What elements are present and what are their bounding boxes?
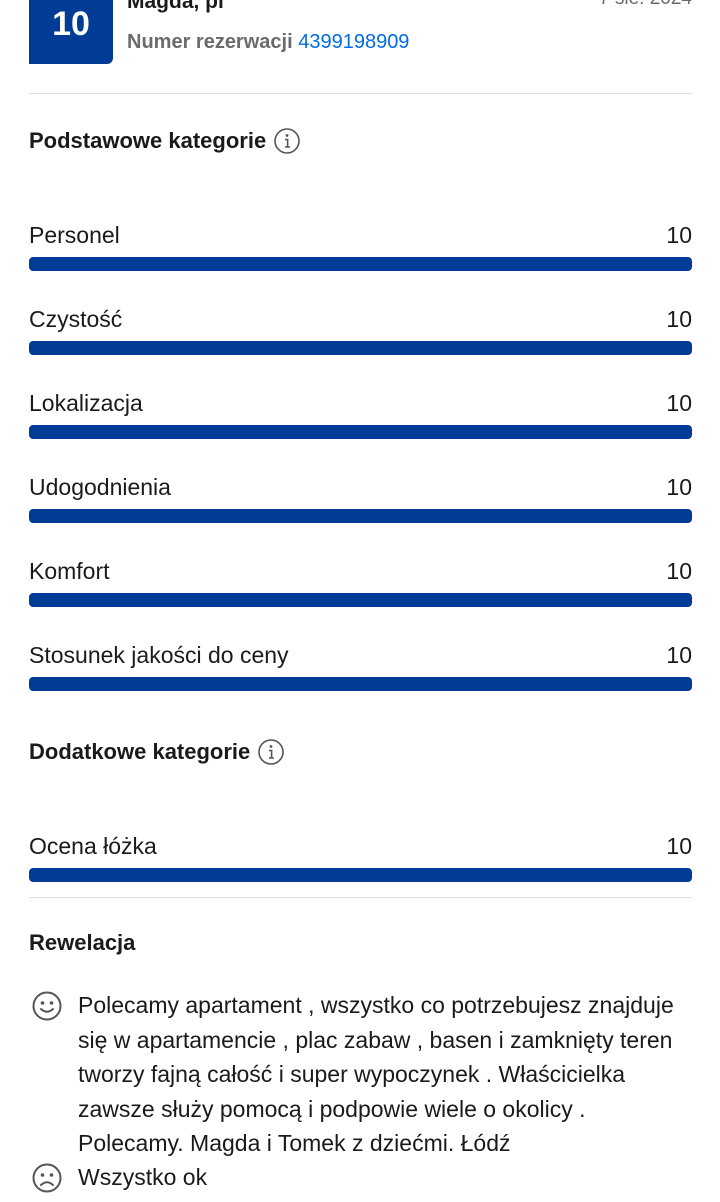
info-icon[interactable] — [274, 128, 300, 154]
review-score-badge: 10 — [29, 0, 113, 64]
category-bar-fill — [29, 868, 692, 882]
category-label: Stosunek jakości do ceny — [29, 642, 289, 668]
category-row: Personel 10 — [29, 222, 692, 292]
category-bar-fill — [29, 677, 692, 691]
review-verdict: Rewelacja — [29, 930, 136, 955]
category-label: Czystość — [29, 306, 123, 332]
category-bar-fill — [29, 425, 692, 439]
extra-categories-title-text: Dodatkowe kategorie — [29, 739, 251, 764]
category-score: 10 — [666, 474, 692, 500]
category-score: 10 — [666, 642, 692, 668]
category-label: Udogodnienia — [29, 474, 171, 500]
category-bar — [29, 341, 692, 355]
category-row: Udogodnienia 10 — [29, 474, 692, 544]
category-row: Ocena łóżka 10 — [29, 833, 692, 903]
category-score: 10 — [666, 833, 692, 859]
category-bar — [29, 677, 692, 691]
category-score: 10 — [666, 306, 692, 332]
category-bar — [29, 425, 692, 439]
category-label: Personel — [29, 222, 120, 248]
category-bar-fill — [29, 509, 692, 523]
sad-icon — [32, 1163, 62, 1193]
category-bar-fill — [29, 341, 692, 355]
category-score: 10 — [666, 558, 692, 584]
basic-categories-title: Podstawowe kategorie — [29, 128, 300, 154]
info-icon[interactable] — [258, 739, 285, 765]
basic-categories-title-text: Podstawowe kategorie — [29, 128, 267, 153]
extra-categories-title: Dodatkowe kategorie — [29, 739, 285, 765]
booking-number-link[interactable]: 4399198909 — [298, 31, 410, 53]
review-date: 7 sie. 2024 — [599, 0, 692, 10]
category-row: Komfort 10 — [29, 558, 692, 628]
category-bar — [29, 868, 692, 882]
review-score: 10 — [52, 5, 90, 43]
divider — [29, 897, 692, 898]
category-row: Czystość 10 — [29, 306, 692, 376]
negative-review-text: Wszystko ok — [78, 1164, 208, 1190]
category-score: 10 — [666, 390, 692, 416]
booking-number-row: Numer rezerwacji 4399198909 — [127, 31, 409, 54]
category-bar-fill — [29, 257, 692, 271]
category-label: Komfort — [29, 558, 110, 584]
category-row: Stosunek jakości do ceny 10 — [29, 642, 692, 712]
reviewer-name: Magda, pl — [127, 0, 224, 13]
booking-label: Numer rezerwacji — [127, 31, 293, 53]
category-bar — [29, 257, 692, 271]
positive-review-text: Polecamy apartament , wszystko co potrze… — [78, 992, 674, 1156]
category-bar — [29, 509, 692, 523]
category-bar-fill — [29, 593, 692, 607]
smile-icon — [32, 991, 62, 1021]
category-row: Lokalizacja 10 — [29, 390, 692, 460]
category-label: Ocena łóżka — [29, 833, 157, 859]
divider — [29, 93, 692, 94]
category-score: 10 — [666, 222, 692, 248]
category-bar — [29, 593, 692, 607]
category-label: Lokalizacja — [29, 390, 143, 416]
